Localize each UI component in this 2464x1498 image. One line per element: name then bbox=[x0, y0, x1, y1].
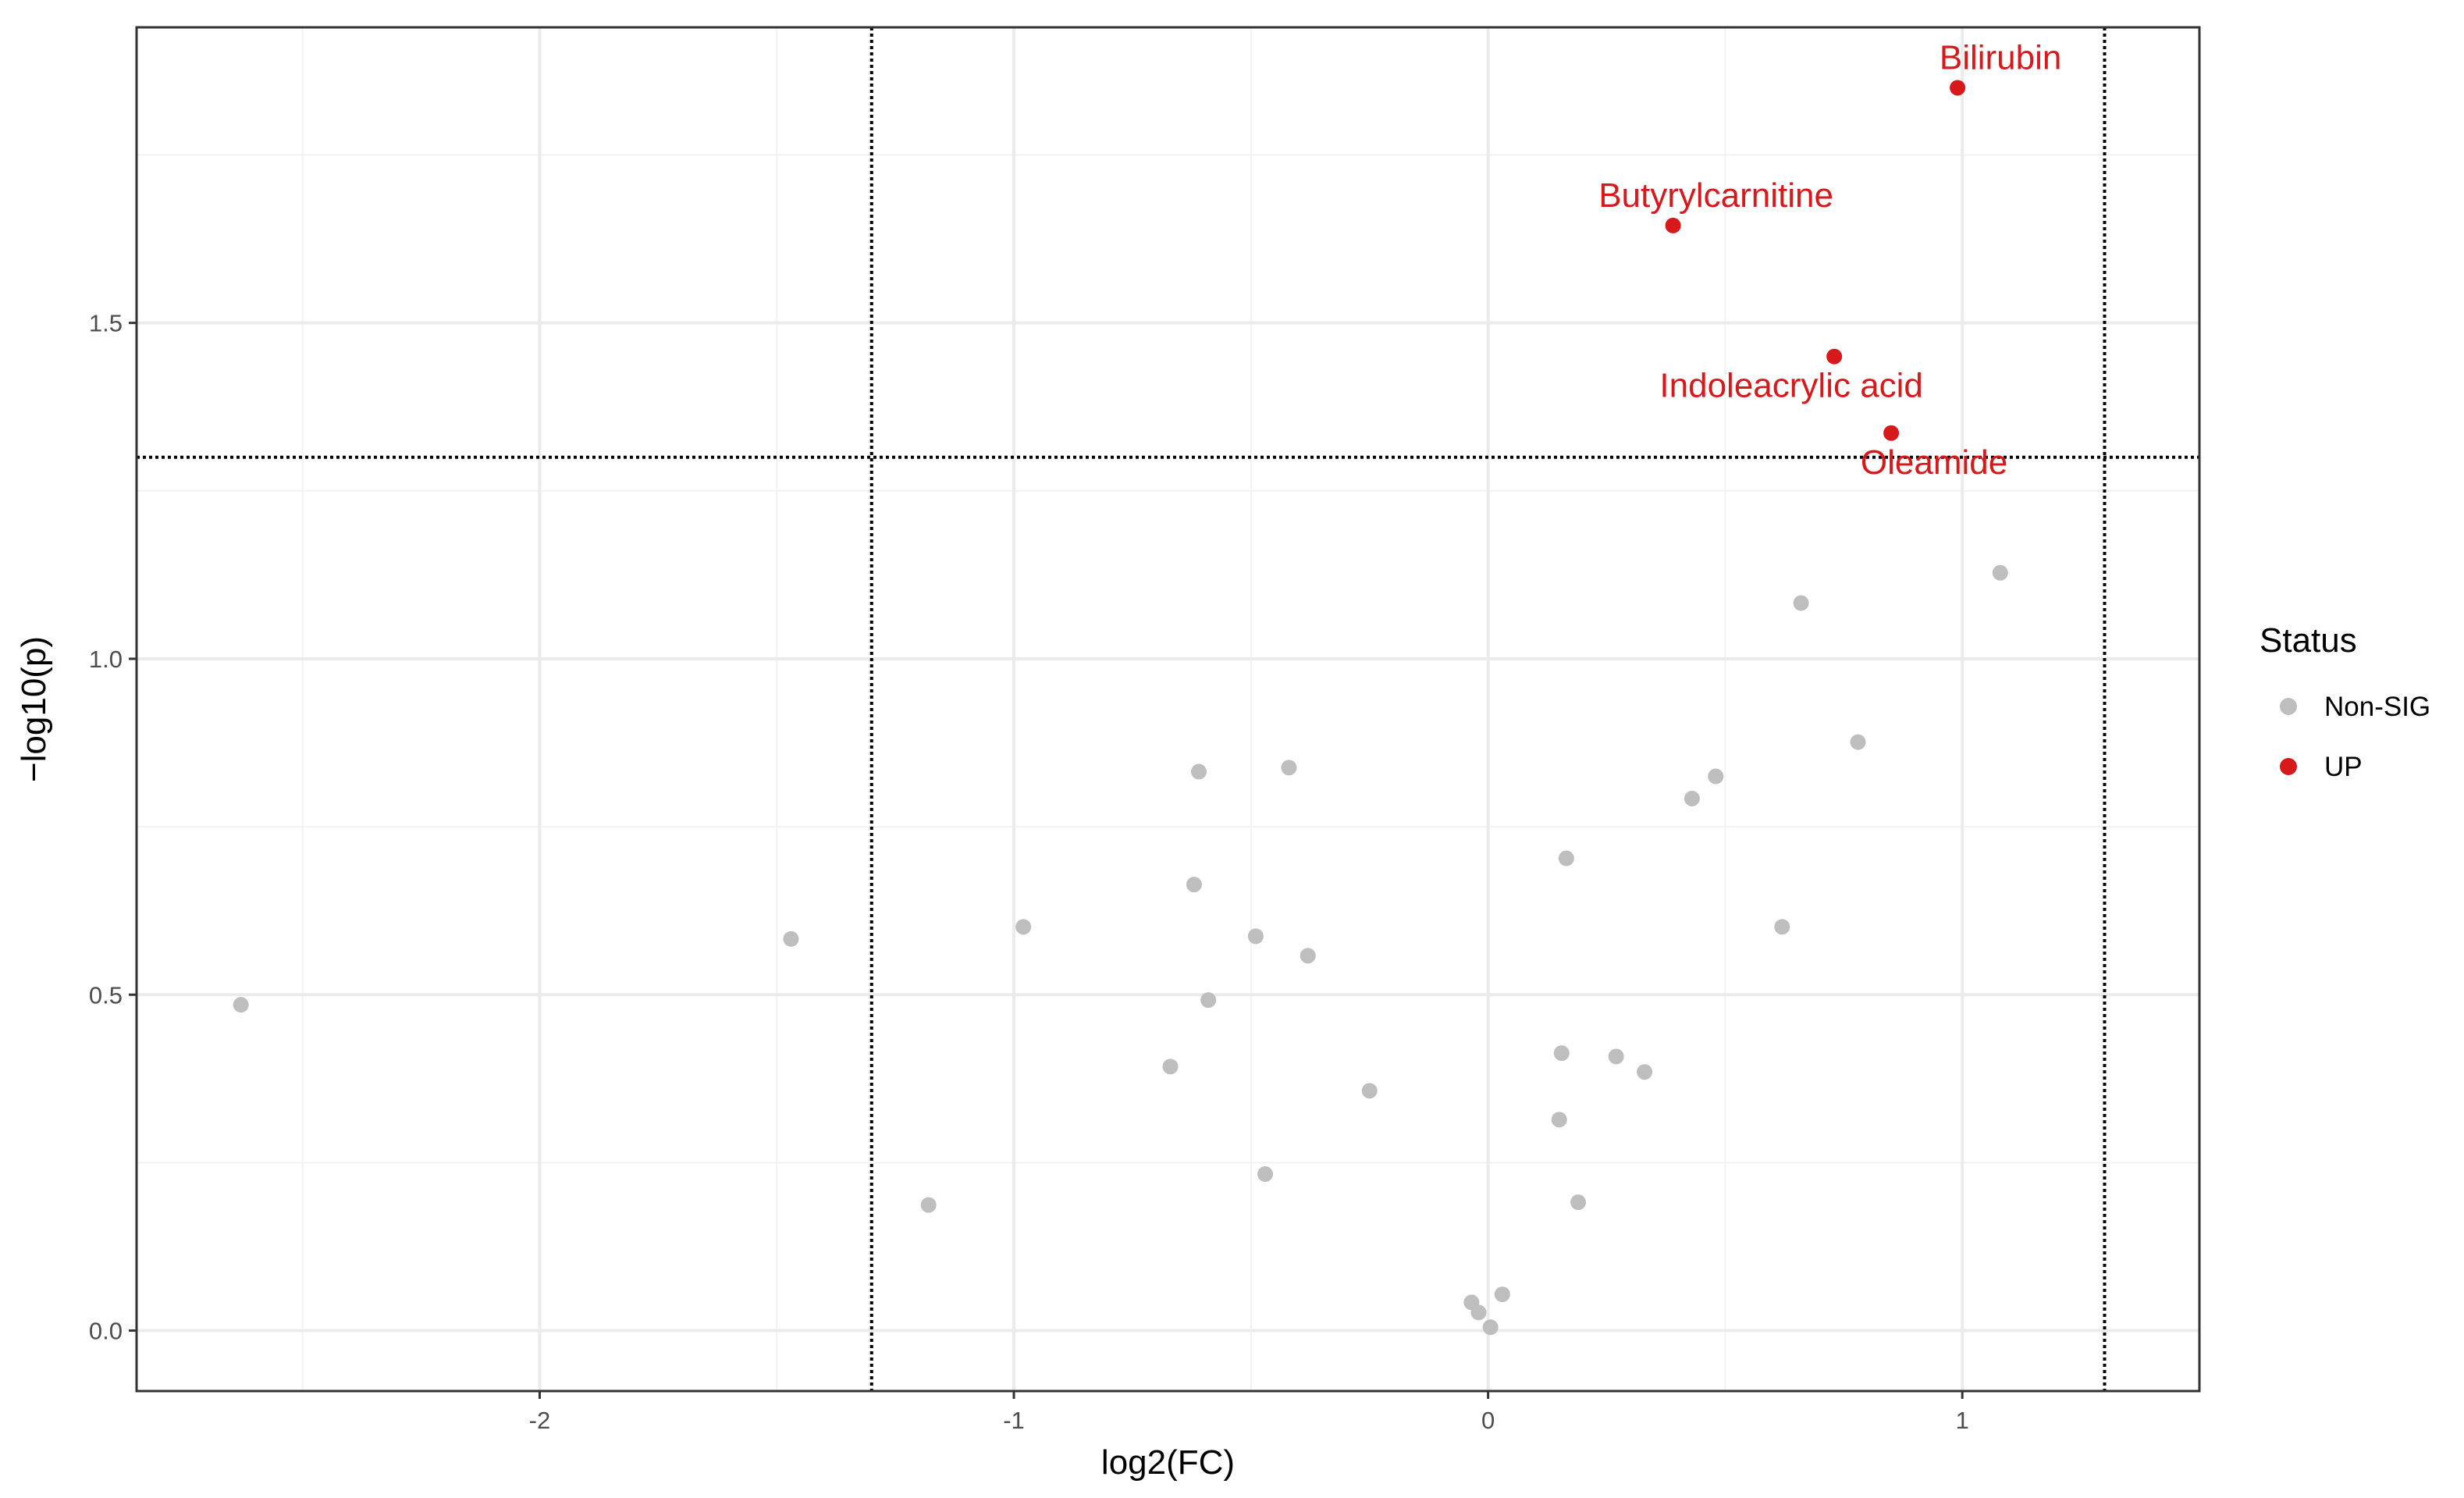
point-labels: Bilirubin Butyrylcarnitine Indoleacrylic a… bbox=[1598, 38, 2061, 481]
legend: Status Non-SIG UP bbox=[2260, 621, 2430, 782]
non-sig-point bbox=[783, 930, 799, 947]
x-tick-label: 0 bbox=[1481, 1407, 1495, 1434]
non-sig-point bbox=[1608, 1048, 1624, 1065]
point-label: Oleamide bbox=[1861, 443, 2007, 482]
non-sig-point bbox=[1637, 1064, 1653, 1080]
non-sig-point bbox=[1162, 1059, 1179, 1075]
non-sig-point bbox=[920, 1197, 937, 1213]
major-gridlines bbox=[137, 27, 2199, 1391]
y-tick-label: 0.0 bbox=[89, 1318, 123, 1345]
point-label: Indoleacrylic acid bbox=[1659, 367, 1923, 405]
point-label: Bilirubin bbox=[1940, 38, 2062, 77]
non-sig-point bbox=[1850, 734, 1866, 750]
data-points bbox=[233, 80, 2008, 1336]
x-tick-label: 1 bbox=[1956, 1407, 1969, 1434]
non-sig-point bbox=[1482, 1319, 1499, 1336]
non-sig-point bbox=[233, 997, 249, 1013]
legend-label: UP bbox=[2324, 752, 2363, 782]
non-sig-point bbox=[1361, 1083, 1378, 1099]
up-point bbox=[1665, 217, 1681, 233]
x-tick-label: -2 bbox=[529, 1407, 551, 1434]
non-sig-point bbox=[1300, 948, 1316, 964]
non-sig-point bbox=[1186, 877, 1202, 893]
up-point bbox=[1950, 80, 1966, 96]
y-tick-label: 1.0 bbox=[89, 646, 123, 673]
non-sig-point bbox=[1494, 1286, 1510, 1303]
up-point bbox=[1826, 348, 1843, 365]
legend-key-up bbox=[2280, 758, 2297, 775]
threshold-lines bbox=[137, 27, 2199, 1391]
non-sig-point bbox=[1247, 928, 1264, 945]
non-sig-point bbox=[1200, 992, 1217, 1009]
non-sig-point bbox=[1793, 595, 1809, 611]
point-label: Butyrylcarnitine bbox=[1598, 176, 1833, 215]
non-sig-point bbox=[1190, 763, 1207, 780]
x-tick-label: -1 bbox=[1003, 1407, 1025, 1434]
non-sig-point bbox=[1708, 768, 1724, 785]
non-sig-point bbox=[1470, 1304, 1487, 1321]
non-sig-point bbox=[1558, 850, 1574, 866]
up-point bbox=[1883, 425, 1900, 441]
non-sig-point bbox=[1684, 790, 1700, 806]
legend-key-non-sig bbox=[2280, 698, 2297, 715]
y-tick-label: 1.5 bbox=[89, 310, 123, 337]
x-axis-ticks: -2 -1 0 1 bbox=[529, 1391, 1969, 1434]
non-sig-point bbox=[1992, 564, 2008, 581]
y-axis-title: −log10(p) bbox=[15, 636, 53, 782]
legend-label: Non-SIG bbox=[2324, 692, 2430, 722]
y-axis-ticks: 0.0 0.5 1.0 1.5 bbox=[89, 310, 137, 1345]
non-sig-point bbox=[1553, 1045, 1570, 1062]
non-sig-point bbox=[1774, 919, 1790, 935]
plot-panel-border bbox=[135, 26, 2201, 1393]
non-sig-point bbox=[1551, 1112, 1567, 1128]
legend-title: Status bbox=[2260, 621, 2357, 660]
non-sig-point bbox=[1015, 919, 1032, 935]
non-sig-point bbox=[1570, 1194, 1587, 1211]
non-sig-point bbox=[1257, 1166, 1274, 1183]
y-tick-label: 0.5 bbox=[89, 981, 123, 1009]
x-axis-title: log2(FC) bbox=[1101, 1443, 1235, 1482]
non-sig-point bbox=[1281, 760, 1297, 776]
